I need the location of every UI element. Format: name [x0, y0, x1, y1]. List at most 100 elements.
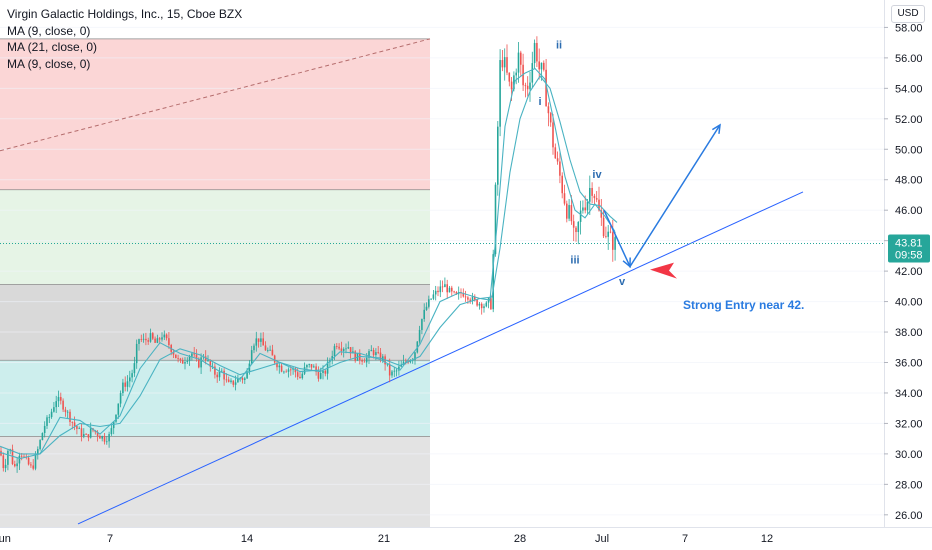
candle-body: [267, 350, 269, 351]
time-axis[interactable]: Jun 7 14 21 28 Jul 7 12: [0, 527, 932, 550]
candle-body: [402, 361, 405, 365]
drawn-lines: [0, 38, 884, 525]
candle-body: [87, 434, 90, 438]
candle-body: [138, 339, 140, 344]
candle-body: [478, 303, 481, 306]
candle-body: [317, 371, 320, 379]
candle-body: [437, 290, 439, 293]
candle-body: [142, 338, 145, 340]
candle-body: [73, 422, 76, 427]
candle-body: [48, 417, 51, 418]
candle-body: [296, 372, 299, 377]
candle-body: [368, 351, 370, 358]
candle-body: [294, 368, 297, 373]
candle-body: [177, 357, 179, 359]
time-axis-bg: [0, 527, 932, 550]
candle-body: [7, 450, 9, 465]
candle-body: [593, 195, 596, 199]
candle-body: [46, 417, 48, 426]
price-tick-label: 36.00: [895, 358, 923, 370]
candle-body: [285, 371, 287, 373]
candle-body: [306, 364, 308, 368]
indicator-ma-9[interactable]: MA (9, close, 0): [7, 23, 91, 38]
candle-body: [313, 366, 315, 368]
time-tick-label: 12: [761, 533, 773, 545]
candle-body: [89, 428, 92, 438]
candle-body: [223, 370, 225, 380]
candle-body: [591, 187, 593, 196]
candle-body: [214, 366, 216, 375]
candle-body: [195, 354, 198, 359]
candle-body: [108, 434, 110, 442]
candle-body: [50, 411, 53, 418]
candle-body: [276, 362, 278, 368]
symbol-title[interactable]: Virgin Galactic Holdings, Inc., 15, Cboe…: [7, 7, 243, 21]
price-tick-label: 52.00: [895, 114, 923, 126]
candle-body: [280, 365, 283, 372]
candle-body: [101, 436, 103, 439]
candle-body: [531, 63, 534, 83]
candle-body: [480, 303, 483, 309]
candle-body: [439, 286, 442, 293]
price-axis[interactable]: 26.00 28.00 30.00 32.00 34.00 36.00 38.00 40.00…: [884, 0, 932, 550]
candle-body: [526, 85, 529, 90]
candle-body: [207, 360, 209, 361]
candle-body: [126, 381, 129, 387]
candle-body: [149, 333, 152, 342]
candle-body: [216, 374, 218, 378]
candle-body: [218, 370, 221, 378]
candle-body: [200, 357, 202, 368]
currency-button[interactable]: USD: [891, 5, 925, 23]
time-tick-label: Jul: [595, 533, 609, 545]
candle-body: [147, 340, 149, 342]
candle-body: [395, 370, 398, 372]
candle-body: [62, 400, 64, 410]
candle-body: [71, 421, 74, 423]
candle-body: [221, 370, 223, 372]
candle-body: [257, 338, 260, 342]
candle-body: [119, 393, 122, 404]
time-tick-label: 21: [378, 533, 390, 545]
zone-1: [0, 189, 430, 285]
candle-body: [154, 338, 156, 343]
candle-body: [299, 376, 301, 379]
candle-body: [255, 338, 258, 346]
candle-body: [559, 161, 561, 176]
indicator-ma-9-second[interactable]: MA (9, close, 0): [7, 56, 91, 71]
wave-label-iii: iii: [570, 255, 579, 267]
candle-body: [64, 409, 67, 413]
candle-body: [342, 348, 345, 351]
candle-body: [377, 352, 379, 353]
candle-body: [273, 355, 276, 363]
candle-body: [584, 207, 586, 211]
candle-body: [152, 333, 154, 339]
candle-body: [246, 371, 248, 379]
candle-body: [260, 338, 262, 342]
candle-body: [425, 306, 428, 310]
indicator-ma-21[interactable]: MA (21, close, 0): [7, 40, 98, 54]
candle-body: [490, 298, 492, 310]
candle-body: [244, 378, 246, 380]
candle-body: [227, 379, 230, 382]
candle-body: [467, 297, 469, 300]
price-tick-label: 32.00: [895, 418, 923, 430]
candle-body: [315, 366, 317, 372]
candle-body: [156, 338, 159, 343]
candle-body: [158, 338, 161, 340]
candle-body: [605, 236, 607, 237]
candle-body: [506, 57, 508, 73]
candle-body: [106, 441, 108, 443]
candle-body: [115, 414, 117, 422]
price-tick-label: 58.00: [895, 22, 923, 34]
candle-body: [428, 299, 430, 307]
moving-averages: [0, 67, 618, 460]
candle-body: [476, 299, 478, 306]
candle-body: [602, 217, 605, 237]
candle-body: [30, 464, 32, 466]
candle-body: [4, 464, 7, 469]
ma-line-0: [0, 67, 616, 460]
price-tick-label: 50.00: [895, 144, 923, 156]
zone-2: [0, 284, 430, 361]
candle-body: [485, 302, 488, 307]
